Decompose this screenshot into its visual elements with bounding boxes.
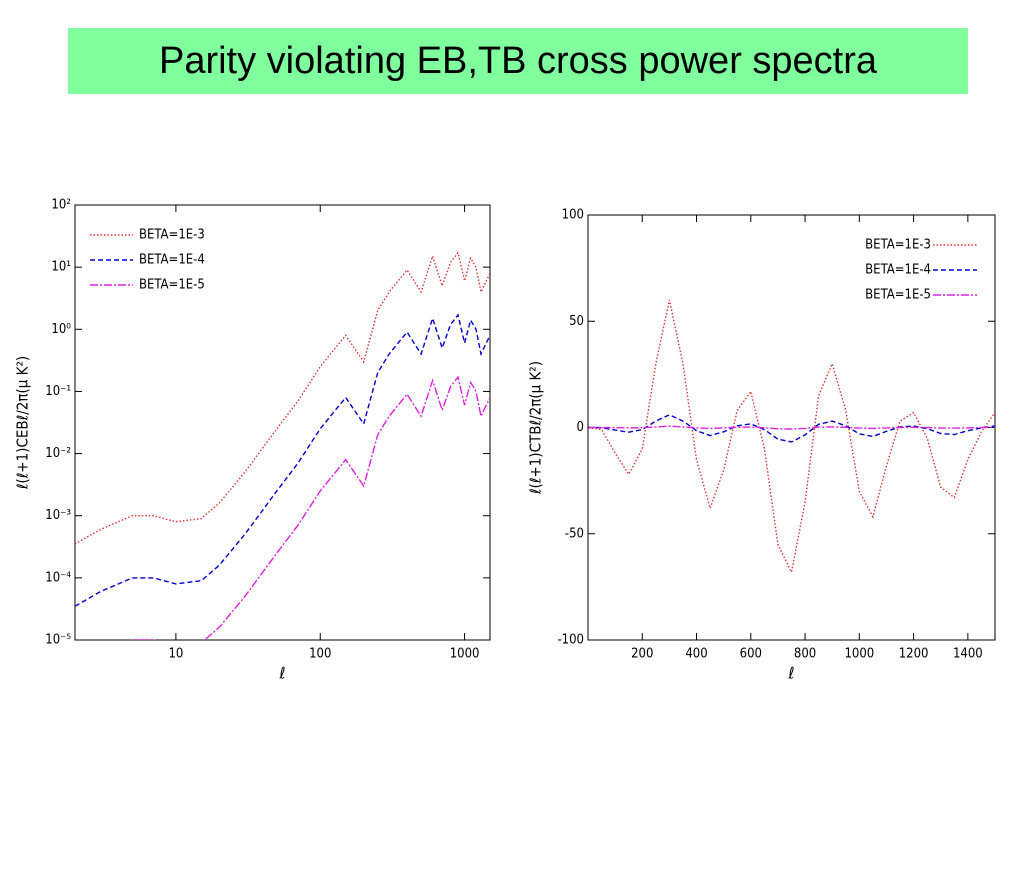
series-line bbox=[130, 375, 490, 640]
x-axis-label: ℓ bbox=[279, 664, 286, 683]
x-tick-label: 400 bbox=[685, 647, 707, 662]
y-axis-label: ℓ(ℓ+1)CTBℓ/2π(μ K²) bbox=[527, 361, 545, 495]
y-tick-label: -100 bbox=[557, 633, 584, 648]
y-tick-label: 10⁻¹ bbox=[45, 384, 71, 399]
legend-label: BETA=1E-5 bbox=[139, 278, 205, 293]
legend-label: BETA=1E-3 bbox=[139, 228, 205, 243]
y-tick-label: 10⁻³ bbox=[45, 508, 71, 523]
y-tick-label: 10⁰ bbox=[51, 322, 71, 337]
slide: {"title": "Parity violating EB,TB cross … bbox=[13, 28, 996, 683]
x-tick-label: 10 bbox=[168, 647, 183, 662]
series-line bbox=[588, 414, 995, 443]
x-tick-label: 100 bbox=[309, 647, 331, 662]
y-tick-label: 100 bbox=[562, 208, 584, 223]
y-tick-label: 10² bbox=[51, 198, 71, 213]
legend-label: BETA=1E-4 bbox=[139, 253, 205, 268]
series-line bbox=[75, 313, 490, 607]
legend-label: BETA=1E-3 bbox=[865, 238, 931, 253]
slide-title: Parity violating EB,TB cross power spect… bbox=[68, 28, 968, 94]
x-tick-label: 600 bbox=[740, 647, 762, 662]
x-tick-label: 1000 bbox=[844, 647, 874, 662]
y-tick-label: -50 bbox=[565, 526, 584, 541]
y-tick-label: 10⁻⁴ bbox=[45, 570, 71, 585]
plot-frame bbox=[74, 204, 491, 641]
series-line bbox=[75, 251, 490, 545]
x-tick-label: 200 bbox=[631, 647, 653, 662]
x-axis-label: ℓ bbox=[788, 664, 795, 683]
y-tick-label: 10⁻² bbox=[45, 446, 71, 461]
y-tick-label: 50 bbox=[569, 314, 584, 329]
x-tick-label: 1400 bbox=[953, 647, 983, 662]
y-axis-label: ℓ(ℓ+1)CEBℓ/2π(μ K²) bbox=[14, 356, 32, 490]
series-line bbox=[588, 299, 995, 575]
x-tick-label: 1000 bbox=[450, 647, 480, 662]
series-line bbox=[588, 425, 995, 430]
legend-label: BETA=1E-5 bbox=[865, 288, 931, 303]
x-tick-label: 1200 bbox=[899, 647, 929, 662]
y-tick-label: 0 bbox=[577, 420, 584, 435]
y-tick-label: 10¹ bbox=[51, 260, 71, 275]
x-tick-label: 800 bbox=[794, 647, 816, 662]
y-tick-label: 10⁻⁵ bbox=[45, 633, 71, 648]
legend-label: BETA=1E-4 bbox=[865, 263, 931, 278]
